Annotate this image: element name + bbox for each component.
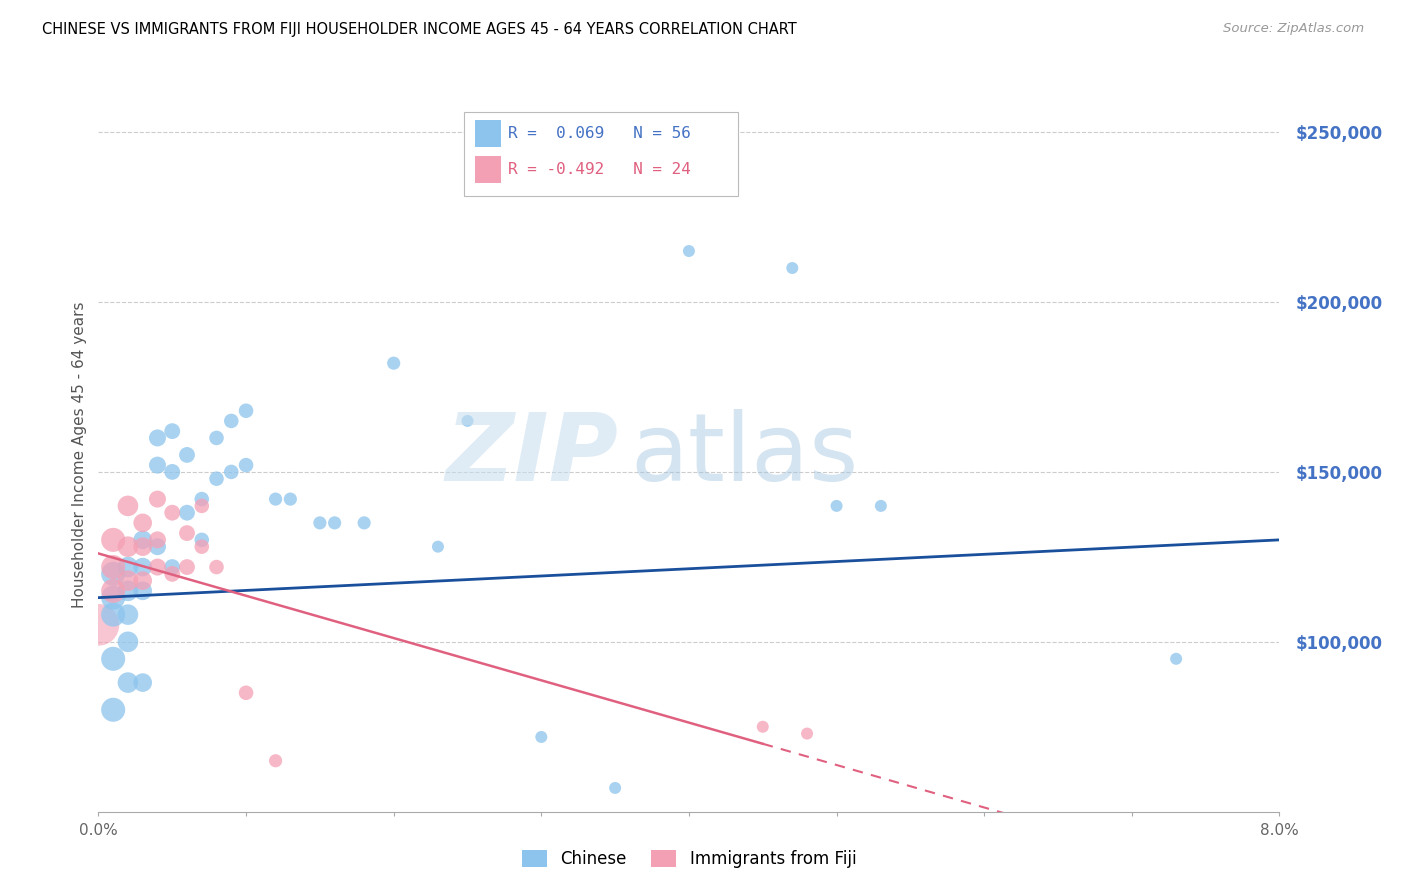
Point bbox=[205, 560, 228, 574]
Point bbox=[264, 492, 287, 507]
Point bbox=[162, 560, 183, 574]
Point bbox=[132, 560, 155, 574]
Point bbox=[264, 754, 287, 768]
Point bbox=[353, 516, 375, 530]
Point bbox=[103, 583, 124, 598]
Point bbox=[191, 499, 214, 513]
Point bbox=[103, 591, 124, 605]
Point bbox=[278, 492, 301, 507]
Point bbox=[103, 703, 124, 717]
Point bbox=[219, 414, 242, 428]
Point bbox=[132, 583, 155, 598]
Point bbox=[1017, 866, 1039, 880]
Point bbox=[132, 574, 155, 588]
Legend: Chinese, Immigrants from Fiji: Chinese, Immigrants from Fiji bbox=[515, 843, 863, 875]
Point bbox=[132, 533, 155, 547]
Point bbox=[426, 540, 449, 554]
Point bbox=[796, 726, 818, 740]
Point bbox=[205, 472, 228, 486]
Point bbox=[132, 675, 155, 690]
Point bbox=[117, 607, 139, 622]
Bar bbox=[475, 120, 501, 147]
Point bbox=[176, 506, 198, 520]
Bar bbox=[475, 156, 501, 183]
Point bbox=[117, 583, 139, 598]
Point bbox=[382, 356, 405, 370]
Point bbox=[103, 566, 124, 581]
Point bbox=[103, 652, 124, 666]
Point bbox=[162, 465, 183, 479]
Point bbox=[103, 607, 124, 622]
Point bbox=[678, 244, 700, 258]
Point bbox=[191, 492, 214, 507]
Point bbox=[117, 499, 139, 513]
Point bbox=[323, 516, 346, 530]
Point bbox=[235, 403, 257, 417]
Point bbox=[176, 448, 198, 462]
Bar bbox=[464, 112, 738, 196]
Point bbox=[132, 540, 155, 554]
Y-axis label: Householder Income Ages 45 - 64 years: Householder Income Ages 45 - 64 years bbox=[72, 301, 87, 608]
Point bbox=[87, 617, 110, 632]
Point bbox=[146, 540, 169, 554]
Text: Source: ZipAtlas.com: Source: ZipAtlas.com bbox=[1223, 22, 1364, 36]
Text: R =  0.069   N = 56: R = 0.069 N = 56 bbox=[508, 127, 690, 141]
Point bbox=[825, 499, 848, 513]
Point bbox=[146, 533, 169, 547]
Point bbox=[146, 560, 169, 574]
Point bbox=[162, 506, 183, 520]
Point bbox=[456, 414, 478, 428]
Point bbox=[162, 424, 183, 438]
Point bbox=[117, 540, 139, 554]
Point bbox=[117, 560, 139, 574]
Point bbox=[751, 720, 773, 734]
Point bbox=[117, 574, 139, 588]
Point bbox=[605, 780, 627, 795]
Point bbox=[117, 635, 139, 649]
Point bbox=[103, 533, 124, 547]
Point bbox=[103, 560, 124, 574]
Point bbox=[146, 492, 169, 507]
Point bbox=[205, 431, 228, 445]
Point bbox=[176, 560, 198, 574]
Point bbox=[191, 540, 214, 554]
Point bbox=[146, 431, 169, 445]
Point bbox=[146, 458, 169, 472]
Point bbox=[235, 458, 257, 472]
Point bbox=[235, 686, 257, 700]
Point bbox=[308, 516, 332, 530]
Point bbox=[191, 533, 214, 547]
Point bbox=[219, 465, 242, 479]
Point bbox=[530, 730, 553, 744]
Point bbox=[176, 526, 198, 541]
Text: ZIP: ZIP bbox=[446, 409, 619, 501]
Point bbox=[869, 499, 891, 513]
Text: atlas: atlas bbox=[630, 409, 858, 501]
Point bbox=[782, 260, 804, 275]
Text: CHINESE VS IMMIGRANTS FROM FIJI HOUSEHOLDER INCOME AGES 45 - 64 YEARS CORRELATIO: CHINESE VS IMMIGRANTS FROM FIJI HOUSEHOL… bbox=[42, 22, 797, 37]
Point bbox=[1164, 652, 1187, 666]
Point bbox=[132, 516, 155, 530]
Point bbox=[117, 675, 139, 690]
Point bbox=[162, 566, 183, 581]
Text: R = -0.492   N = 24: R = -0.492 N = 24 bbox=[508, 162, 690, 177]
